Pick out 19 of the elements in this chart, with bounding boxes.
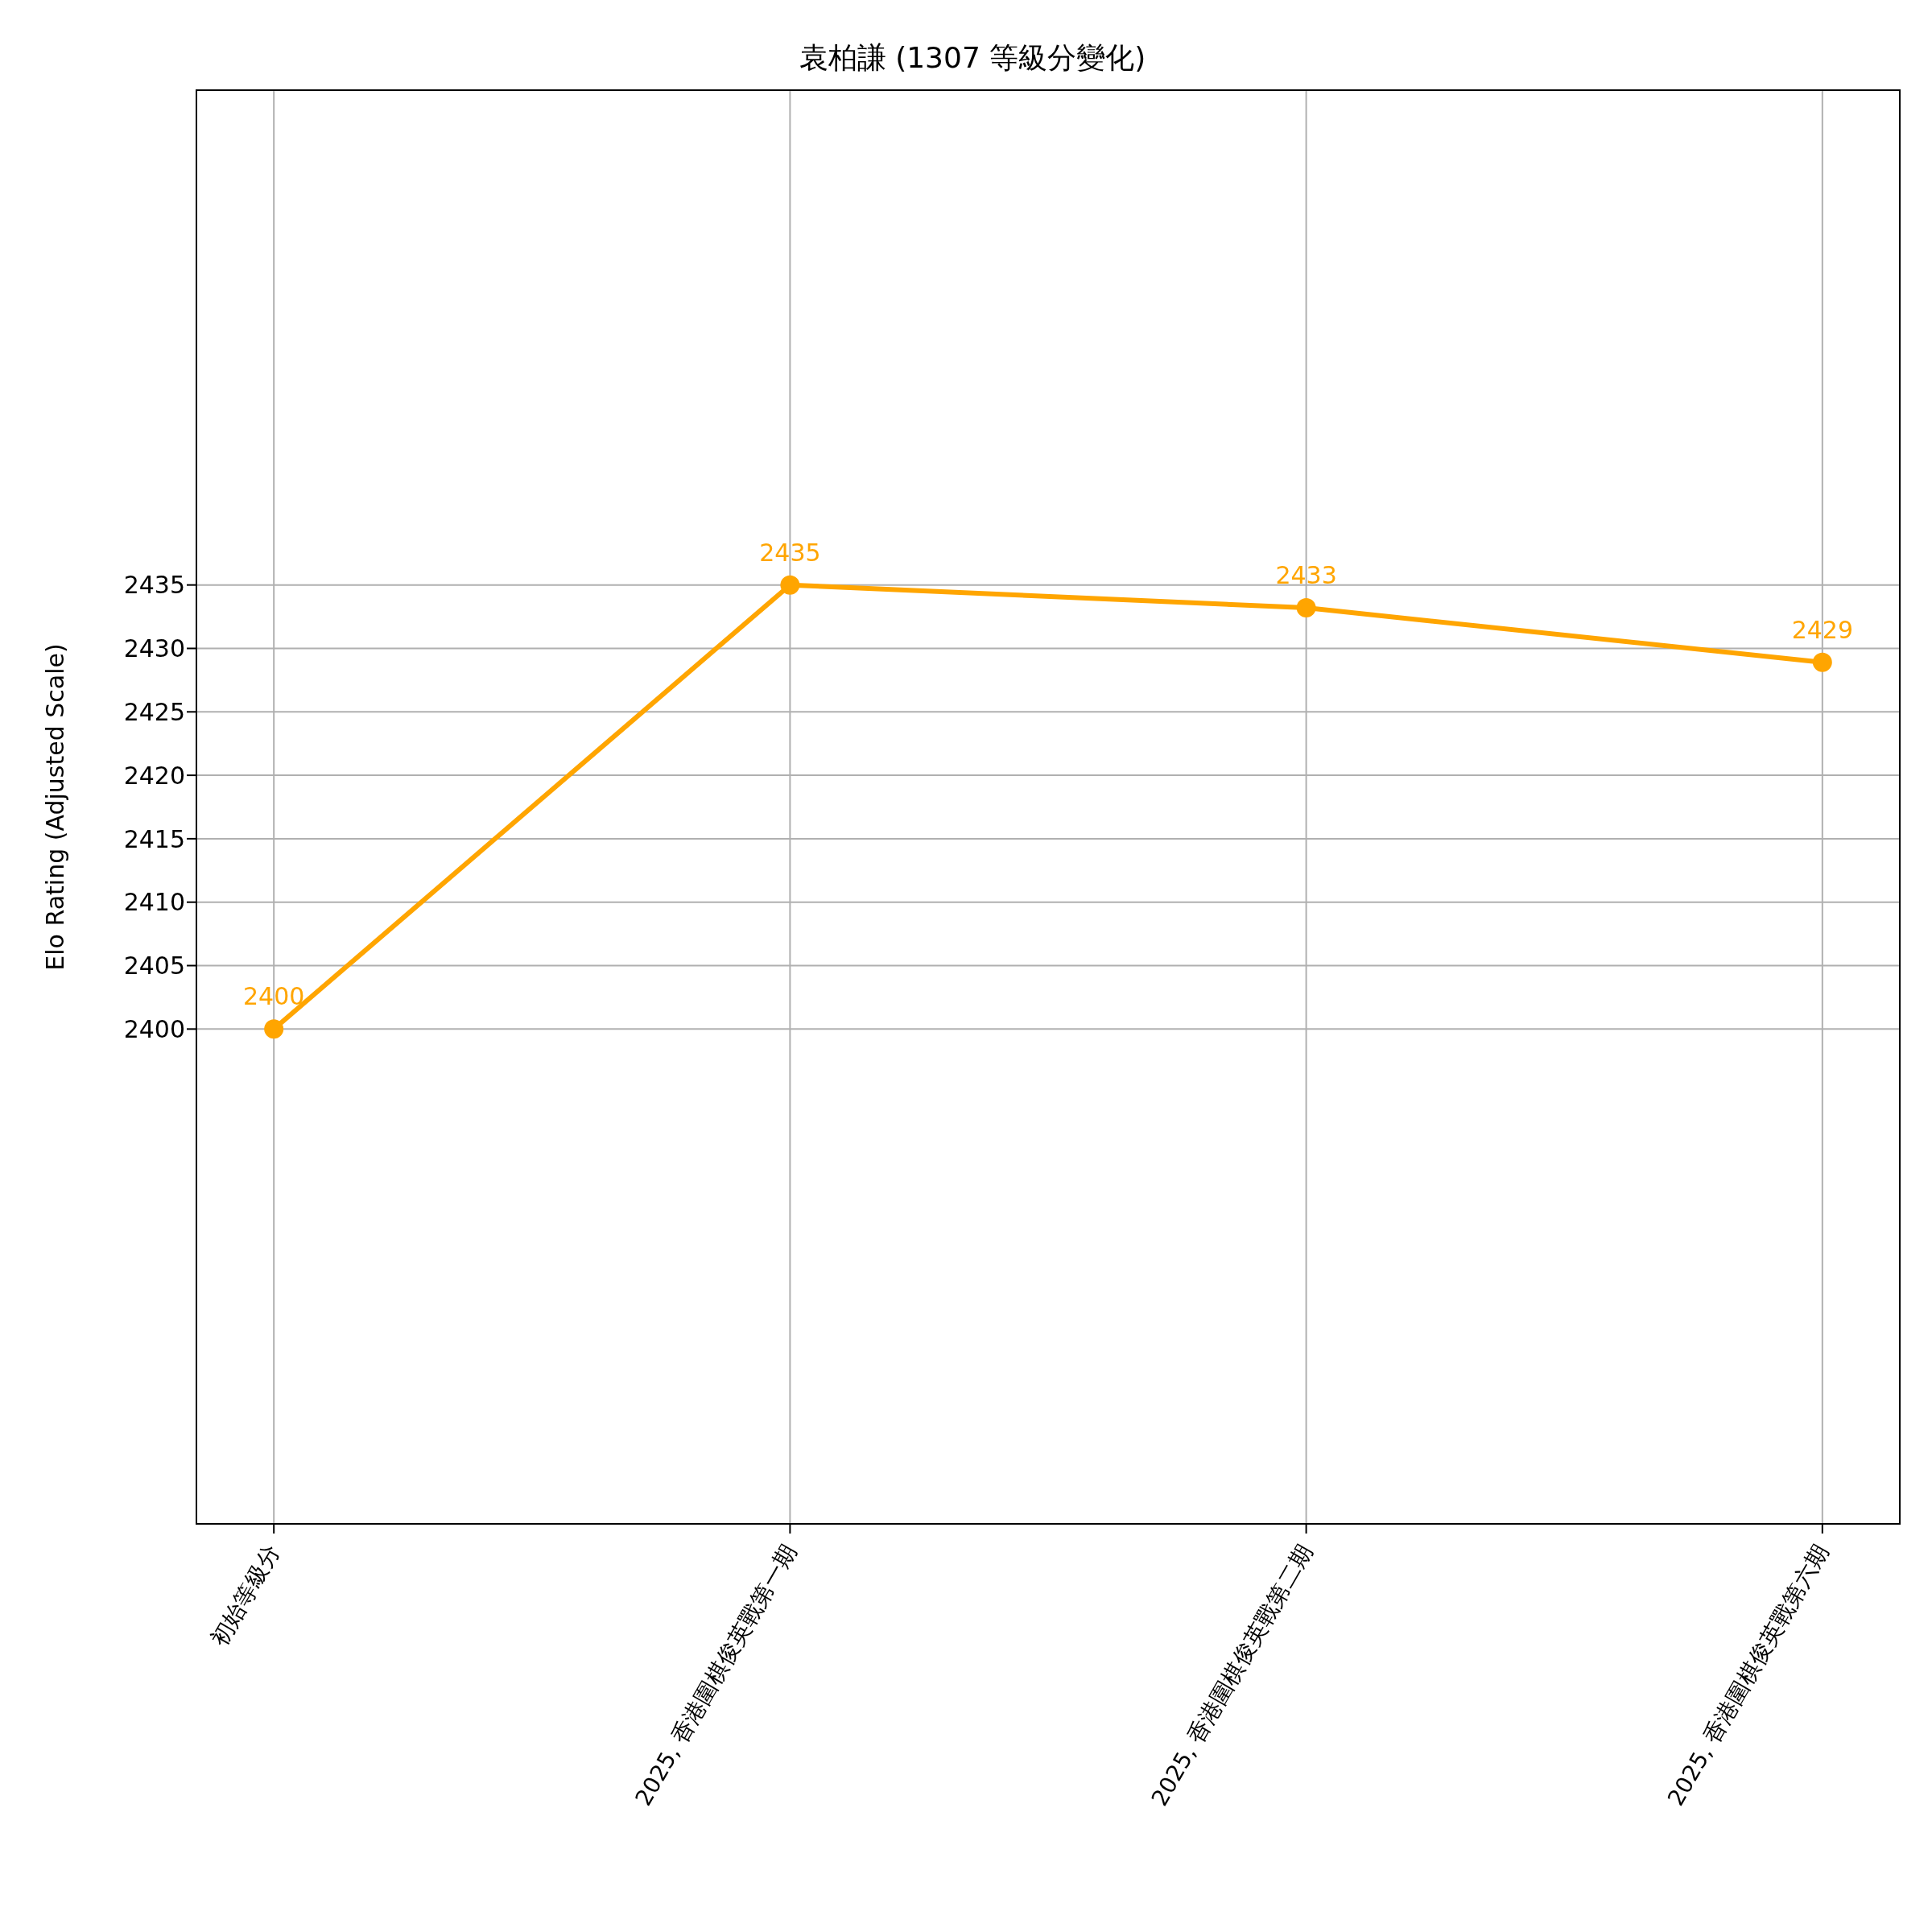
x-tick-label: 初始等級分: [205, 1539, 286, 1651]
y-tick-label: 2430: [123, 634, 185, 663]
y-tick-label: 2435: [123, 571, 185, 600]
y-tick-label: 2405: [123, 952, 185, 980]
point: [780, 575, 800, 595]
y-tick-label: 2410: [123, 888, 185, 917]
y-tick-label: 2425: [123, 697, 185, 726]
data-label: 2435: [759, 538, 821, 567]
y-tick-label: 2415: [123, 824, 185, 853]
data-label: 2400: [243, 982, 305, 1011]
data-label: 2433: [1275, 561, 1337, 590]
y-tick-label: 2420: [123, 761, 185, 790]
point: [1296, 598, 1316, 618]
point: [264, 1019, 284, 1039]
point: [1812, 652, 1832, 672]
y-axis-title: Elo Rating (Adjusted Scale): [40, 643, 69, 971]
data-label: 2429: [1791, 615, 1853, 644]
y-tick-label: 2400: [123, 1014, 185, 1043]
chart-title: 袁柏謙 (1307 等級分變化): [798, 40, 1147, 76]
